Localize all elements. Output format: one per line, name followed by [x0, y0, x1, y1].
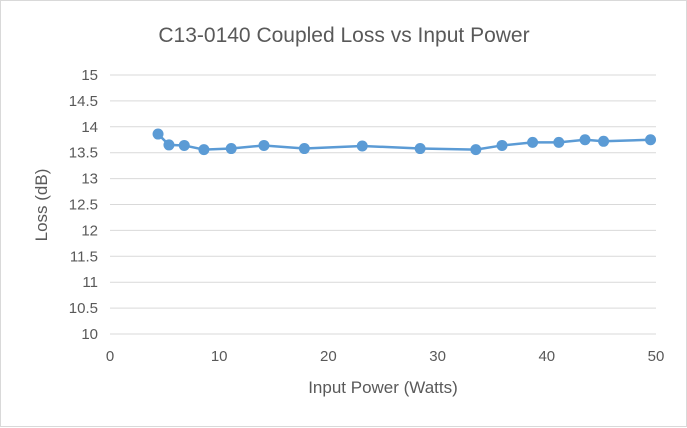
series-layer: [152, 128, 657, 156]
y-axis-ticks: 10 10.5 11 11.5 12 12.5 13 13.5 14 14.5 15: [69, 67, 98, 343]
x-tick-label: 0: [106, 348, 114, 365]
data-point: [163, 139, 175, 151]
grid-layer: [110, 74, 656, 335]
data-point: [527, 136, 539, 148]
y-tick-label: 11.5: [70, 248, 98, 265]
chart-title: C13-0140 Coupled Loss vs Input Power: [158, 24, 529, 47]
data-point: [579, 134, 591, 146]
y-axis-label: Loss (dB): [32, 169, 51, 242]
y-tick-label: 10: [81, 326, 98, 343]
series-line: [157, 133, 651, 151]
data-point: [598, 135, 610, 147]
data-point: [645, 134, 657, 146]
y-tick-label: 12: [81, 222, 98, 239]
x-tick-label: 20: [320, 348, 337, 365]
y-tick-label: 15: [81, 67, 98, 84]
data-point: [258, 139, 270, 151]
data-point: [470, 144, 482, 156]
data-point: [152, 128, 164, 140]
data-point: [178, 139, 190, 151]
y-tick-label: 11: [82, 274, 98, 291]
y-tick-label: 10.5: [69, 300, 98, 317]
data-point: [298, 143, 310, 155]
x-tick-label: 30: [429, 348, 446, 365]
y-tick-label: 13: [81, 171, 98, 188]
x-tick-label: 50: [648, 348, 665, 365]
data-point: [198, 144, 210, 156]
data-point: [356, 140, 368, 152]
x-tick-label: 40: [538, 348, 555, 365]
x-axis-label: Input Power (Watts): [308, 378, 458, 397]
data-point: [553, 136, 565, 148]
y-tick-label: 12.5: [69, 197, 98, 214]
x-tick-label: 10: [211, 348, 228, 365]
y-tick-label: 13.5: [69, 145, 98, 162]
x-axis-ticks: 0 10 20 30 40 50: [106, 348, 665, 365]
data-point: [496, 139, 508, 151]
y-tick-label: 14.5: [69, 93, 98, 110]
data-point: [225, 143, 237, 155]
y-tick-label: 14: [81, 119, 98, 136]
data-point: [414, 143, 426, 155]
